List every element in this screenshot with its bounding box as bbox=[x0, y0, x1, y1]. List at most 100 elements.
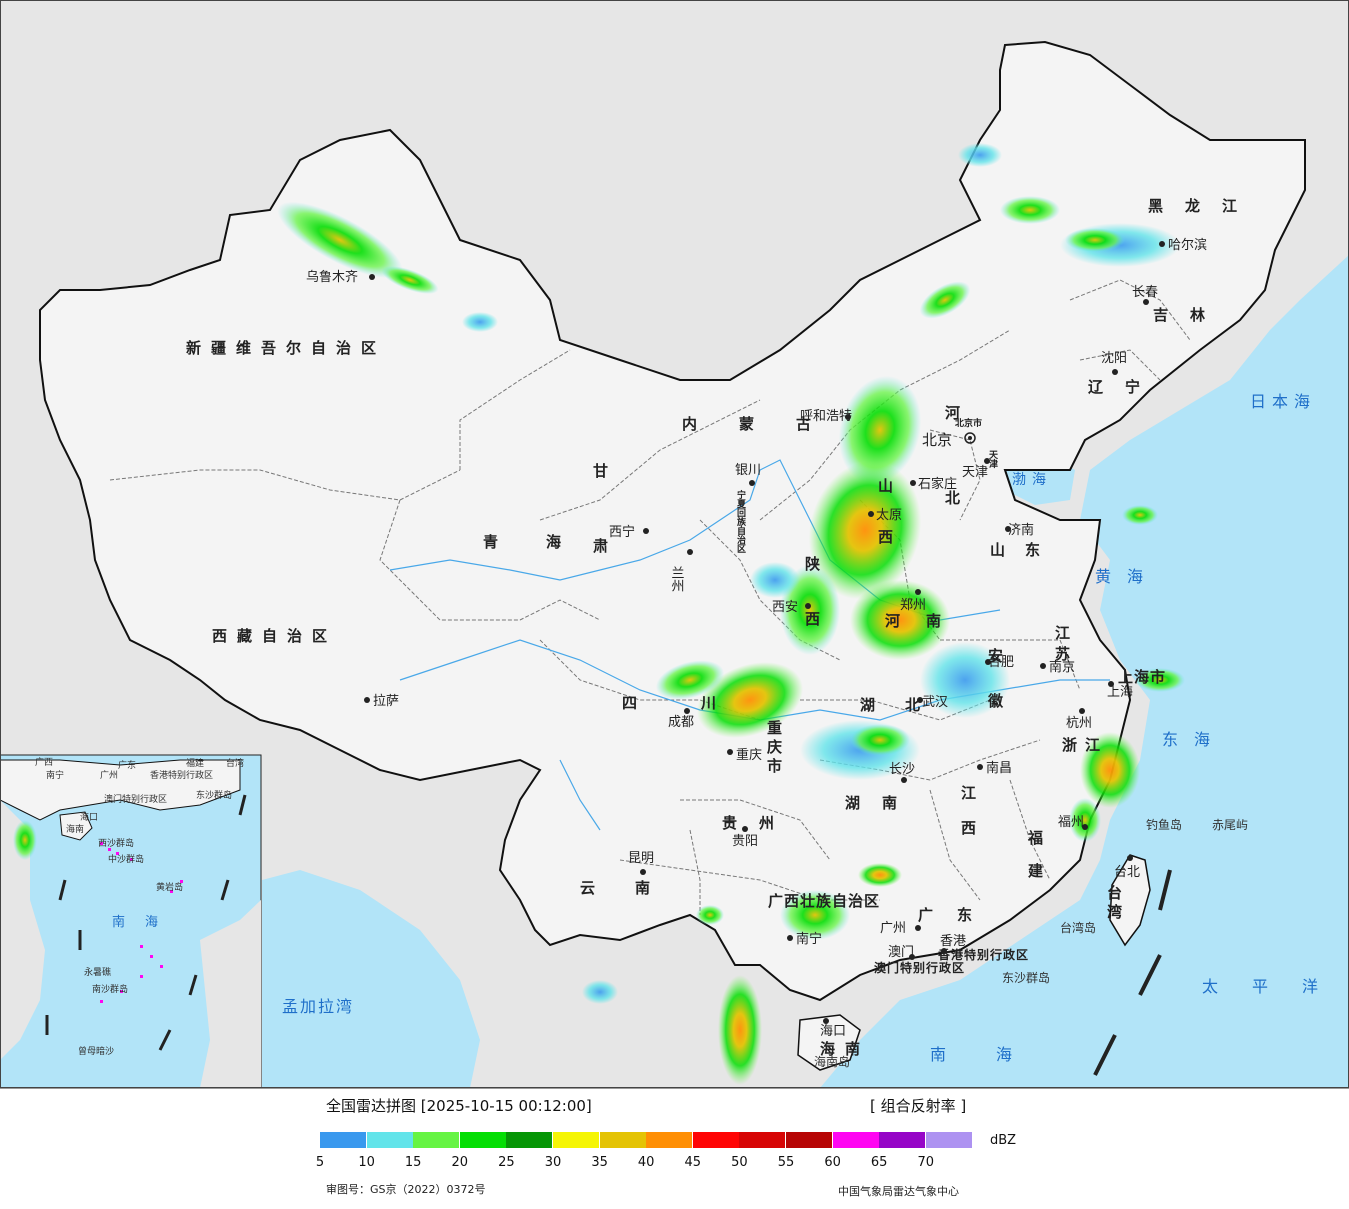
inset-label: 广州 bbox=[100, 769, 118, 781]
city-label: 乌鲁木齐 bbox=[306, 269, 358, 285]
inset-label: 香港特别行政区 bbox=[150, 769, 213, 781]
city-label: 广州 bbox=[880, 921, 906, 936]
legend-tick: 30 bbox=[544, 1155, 562, 1170]
island-label: 钓鱼岛 bbox=[1146, 817, 1182, 832]
legend-title: 全国雷达拼图 [2025-10-15 00:12:00] bbox=[326, 1097, 592, 1115]
legend-swatch bbox=[786, 1132, 832, 1148]
region-label: 安徽 bbox=[986, 647, 1004, 738]
legend-tick: 25 bbox=[498, 1155, 515, 1170]
region-label: 山东 bbox=[990, 541, 1060, 559]
city-label: 兰州 bbox=[669, 566, 685, 592]
city-label: 南宁 bbox=[796, 931, 822, 947]
region-label: 湖南 bbox=[845, 794, 919, 812]
region-label: 吉林 bbox=[1153, 306, 1227, 324]
region-label: 新疆维吾尔自治区 bbox=[186, 339, 386, 357]
inset-label: 西沙群岛 bbox=[98, 837, 134, 849]
region-label: 河南 bbox=[885, 612, 967, 630]
city-label: 长沙 bbox=[889, 762, 915, 777]
inset-label: 中沙群岛 bbox=[108, 853, 144, 865]
legend-swatch bbox=[692, 1132, 739, 1148]
region-label: 西藏自治区 bbox=[212, 627, 337, 645]
inset-label: 黄岩岛 bbox=[156, 881, 183, 893]
inset-label: 海南 bbox=[66, 823, 84, 835]
legend-tick: 35 bbox=[591, 1155, 608, 1170]
legend-swatch bbox=[879, 1132, 926, 1148]
dash-line bbox=[1093, 869, 1172, 1076]
inset-label: 东沙群岛 bbox=[196, 789, 232, 801]
city-label: 石家庄 bbox=[918, 476, 957, 492]
region-label: 上海市 bbox=[1118, 668, 1166, 686]
legend-tick: 60 bbox=[824, 1155, 841, 1170]
sea-label: 黄海 bbox=[1095, 567, 1159, 586]
region-labels: 新疆维吾尔自治区 西藏自治区 青海 甘肃 内蒙古 黑龙江 吉林 辽宁 河北 山西… bbox=[186, 197, 1237, 1058]
inset-label: 台湾 bbox=[226, 757, 244, 769]
legend-swatch bbox=[320, 1132, 366, 1148]
region-label: 台湾 bbox=[1105, 884, 1123, 923]
region-label: 云南 bbox=[580, 879, 690, 897]
city-label: 拉萨 bbox=[373, 694, 399, 709]
region-label: 香港特别行政区 bbox=[937, 947, 1029, 962]
region-label: 山西 bbox=[876, 478, 894, 580]
inset-label: 澳门特别行政区 bbox=[104, 793, 167, 805]
island-label: 台湾岛 bbox=[1060, 920, 1096, 935]
china-landmass bbox=[39, 40, 1306, 1002]
inset-map: 广西 南宁 广州 广东 福建 台湾 香港特别行政区 澳门特别行政区 东沙群岛 海… bbox=[0, 754, 262, 1088]
legend-unit: dBZ bbox=[990, 1133, 1017, 1148]
city-label: 香港 bbox=[940, 934, 966, 949]
city-label: 武汉 bbox=[922, 695, 948, 710]
city-label: 澳门 bbox=[888, 944, 914, 960]
sea-label: 孟加拉湾 bbox=[282, 997, 354, 1016]
city-label: 海口 bbox=[820, 1024, 846, 1039]
region-label: 宁夏回族自治区 bbox=[735, 489, 747, 553]
inset-label: 永暑礁 bbox=[84, 966, 111, 978]
legend-swatch bbox=[832, 1132, 879, 1148]
inset-label: 曾母暗沙 bbox=[78, 1045, 114, 1057]
inset-label: 南宁 bbox=[46, 769, 64, 781]
region-label: 天津 bbox=[987, 450, 998, 469]
region-label: 江苏 bbox=[1053, 624, 1071, 667]
inset-label: 南海 bbox=[112, 914, 178, 930]
radar-map: 新疆维吾尔自治区 西藏自治区 青海 甘肃 内蒙古 黑龙江 吉林 辽宁 河北 山西… bbox=[0, 0, 1349, 1088]
city-label: 南京 bbox=[1049, 659, 1075, 675]
legend-swatch bbox=[413, 1132, 460, 1148]
legend-swatch bbox=[739, 1132, 786, 1148]
sea-label: 东海 bbox=[1162, 730, 1226, 749]
city-label: 昆明 bbox=[628, 851, 654, 866]
region-label: 贵州 bbox=[722, 814, 796, 832]
city-markers: 乌鲁木齐 拉萨 西宁 兰州 银川 呼和浩特 哈尔滨 长春 沈阳 北京 天津 石家… bbox=[306, 237, 1207, 1039]
region-label: 澳门特别行政区 bbox=[874, 960, 965, 975]
city-label: 重庆 bbox=[736, 747, 762, 763]
sea-label: 太平洋 bbox=[1202, 977, 1349, 996]
region-label: 青海 bbox=[483, 533, 609, 551]
legend-product: [ 组合反射率 ] bbox=[870, 1097, 967, 1115]
legend-swatch bbox=[459, 1132, 506, 1148]
hainan-island bbox=[797, 1014, 861, 1071]
region-label: 陕西 bbox=[803, 555, 821, 666]
legend-tick: 55 bbox=[777, 1155, 795, 1170]
island-label: 东沙群岛 bbox=[1002, 970, 1050, 985]
island-label: 赤尾屿 bbox=[1212, 818, 1248, 832]
city-label: 西宁 bbox=[609, 524, 635, 540]
sea-labels: 日本海 渤海 黄海 东海 太平洋 南海 孟加拉湾 bbox=[282, 392, 1349, 1064]
inset-label: 海口 bbox=[80, 811, 98, 823]
inset-label: 南沙群岛 bbox=[92, 983, 128, 995]
legend-panel: 全国雷达拼图 [2025-10-15 00:12:00] [ 组合反射率 ] 5… bbox=[0, 1088, 1349, 1209]
city-label: 贵阳 bbox=[732, 834, 758, 849]
region-label: 北京市 bbox=[955, 417, 982, 429]
city-label: 长春 bbox=[1132, 285, 1158, 300]
legend-tick: 5 bbox=[315, 1155, 325, 1170]
sea-label: 日本海 bbox=[1250, 392, 1316, 411]
island-label: 海南岛 bbox=[814, 1054, 850, 1069]
city-label: 呼和浩特 bbox=[800, 409, 852, 424]
legend-swatch bbox=[366, 1132, 413, 1148]
legend-swatch bbox=[925, 1132, 972, 1148]
region-label: 四川 bbox=[622, 694, 780, 712]
region-label: 广东 bbox=[918, 906, 996, 924]
city-label: 成都 bbox=[668, 715, 694, 730]
city-label: 济南 bbox=[1008, 522, 1034, 538]
legend-tick: 50 bbox=[731, 1155, 748, 1170]
sea-bay-of-bengal bbox=[262, 870, 480, 1088]
city-label: 上海 bbox=[1107, 685, 1133, 700]
legend-swatch bbox=[506, 1132, 553, 1148]
city-label: 天津 bbox=[962, 465, 988, 480]
